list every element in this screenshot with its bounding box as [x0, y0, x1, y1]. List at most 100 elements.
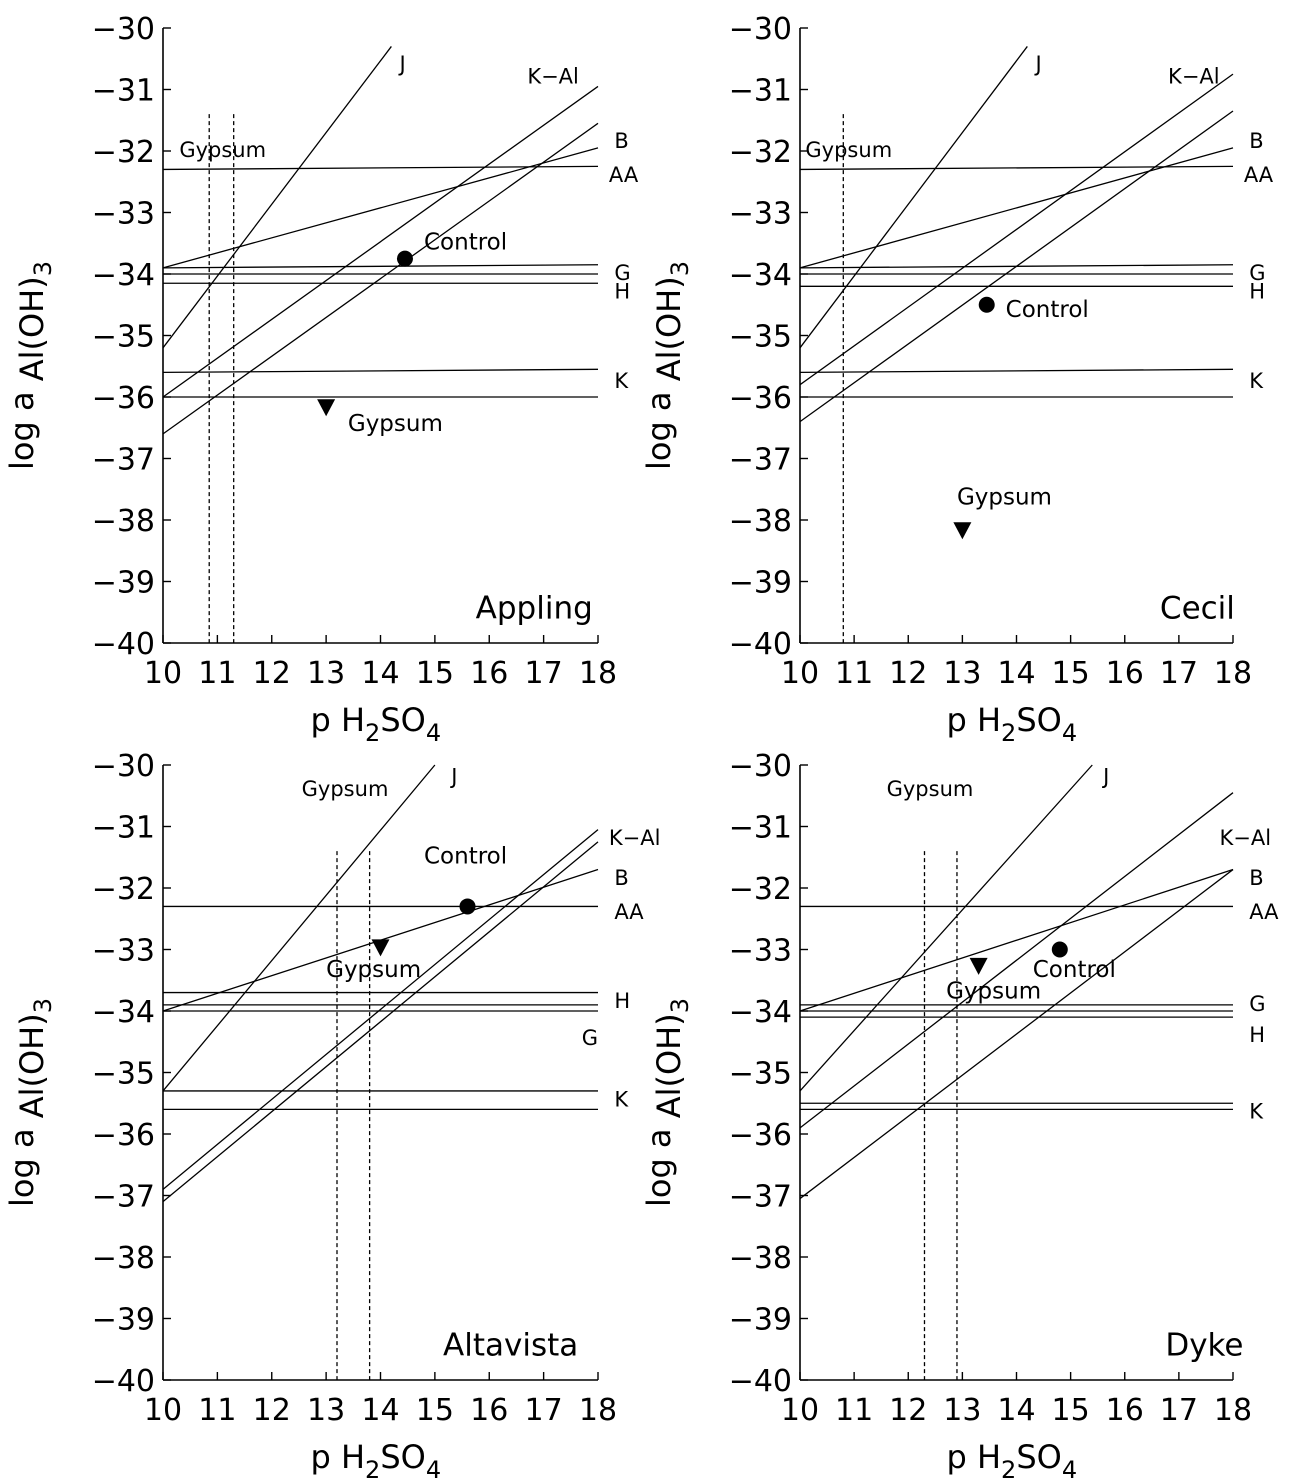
x-axis-title: p H2SO4	[947, 1438, 1078, 1484]
y-tick-label: −37	[92, 1180, 155, 1215]
y-tick-label: −31	[729, 811, 792, 846]
control-point-marker	[1051, 941, 1068, 958]
x-tick-label: 15	[1052, 656, 1090, 691]
series-line	[162, 368, 599, 374]
site-label: Altavista	[443, 1327, 578, 1363]
panel-appling: 10 11 12 13 14 15 16 17 18 −30 −31 −32 −33 −34 −35 −36 −…	[3, 12, 639, 747]
line-label: AA	[614, 900, 644, 924]
line-label: H	[614, 280, 630, 304]
y-tick-label: −32	[92, 872, 155, 907]
x-tick-label: 17	[1160, 1393, 1198, 1428]
x-tick-label: 13	[307, 656, 345, 691]
x-tick-label: 15	[416, 1393, 454, 1428]
line-label: K	[1249, 1100, 1264, 1124]
line-label: K−Al	[527, 64, 579, 88]
x-axis-title-subscript: 2	[1001, 1456, 1016, 1484]
series-line	[799, 165, 1234, 171]
x-tick-label: 13	[943, 656, 981, 691]
x-axis-title-part: p H	[311, 1438, 366, 1476]
y-tick-label: −40	[729, 1364, 792, 1399]
x-tick-label: 16	[470, 656, 508, 691]
series-line	[799, 868, 1234, 1012]
y-tick-label: −34	[729, 995, 792, 1030]
series-line	[162, 165, 599, 171]
y-tick-label: −38	[92, 504, 155, 539]
y-axis-title: log a Al(OH)3	[640, 261, 694, 470]
gypsum-line-label: Gypsum	[302, 777, 389, 801]
line-label: J	[1033, 52, 1041, 76]
y-tick-label: −32	[92, 135, 155, 170]
y-tick-label: −33	[729, 197, 792, 232]
series-line	[799, 869, 1234, 1200]
x-tick-label: 18	[579, 1393, 617, 1428]
series-line	[799, 264, 1234, 269]
y-axis-title-subscript: 3	[666, 998, 694, 1013]
y-axis-title-part: log a	[640, 1118, 678, 1207]
control-point-marker	[396, 250, 413, 267]
x-axis-title-part: SO	[380, 701, 426, 739]
point-label: Control	[1033, 957, 1116, 983]
x-axis-title-part: p H	[311, 701, 366, 739]
gypsum-line-label: Gypsum	[805, 138, 892, 162]
line-label: J	[449, 764, 457, 788]
x-tick-label: 17	[525, 1393, 563, 1428]
series-line	[162, 147, 599, 269]
x-tick-label: 11	[835, 1393, 873, 1428]
x-tick-label: 14	[361, 656, 399, 691]
x-axis-title-subscript: 4	[1062, 719, 1077, 747]
y-axis-title: log a Al(OH)3	[3, 998, 57, 1207]
y-tick-label: −39	[92, 566, 155, 601]
line-label: B	[1249, 129, 1263, 153]
y-tick-label: −35	[729, 1057, 792, 1092]
point-label: Control	[424, 229, 507, 255]
x-axis-title-subscript: 4	[1062, 1456, 1077, 1484]
panel-altavista: 10 11 12 13 14 15 16 17 18 −30 −31 −32 −33 −34 −35 −36 −…	[3, 749, 660, 1484]
gypsum-point-marker	[969, 957, 988, 975]
y-tick-label: −40	[92, 1364, 155, 1399]
line-label: H	[614, 989, 630, 1013]
line-label: H	[1249, 280, 1265, 304]
y-axis-title: log a Al(OH)3	[640, 998, 694, 1207]
y-axis-title-subscript: 3	[29, 998, 57, 1013]
y-tick-label: −34	[92, 995, 155, 1030]
series-line	[799, 764, 1093, 1092]
point-label: Gypsum	[326, 957, 421, 983]
y-tick-label: −39	[729, 566, 792, 601]
series-line	[162, 46, 392, 349]
x-tick-label: 12	[889, 1393, 927, 1428]
y-tick-label: −34	[92, 258, 155, 293]
x-tick-label: 14	[997, 1393, 1035, 1428]
x-axis-title-part: SO	[380, 1438, 426, 1476]
y-tick-label: −39	[92, 1303, 155, 1338]
line-label: G	[1249, 992, 1265, 1016]
y-tick-label: −36	[729, 381, 792, 416]
y-tick-label: −30	[729, 12, 792, 47]
x-tick-label: 16	[1106, 1393, 1144, 1428]
series-line	[799, 792, 1234, 1129]
y-tick-label: −37	[729, 1180, 792, 1215]
line-label: H	[1249, 1023, 1265, 1047]
series-line	[162, 841, 599, 1203]
y-tick-label: −40	[729, 627, 792, 662]
line-label: G	[614, 261, 630, 285]
y-tick-label: −31	[729, 74, 792, 109]
x-axis-title-part: SO	[1016, 701, 1062, 739]
x-axis-title-subscript: 2	[365, 1456, 380, 1484]
line-label: B	[1249, 866, 1263, 890]
y-axis-title-subscript: Al(OH)	[13, 276, 51, 381]
x-tick-label: 15	[1052, 1393, 1090, 1428]
line-label: B	[614, 129, 628, 153]
series-line	[162, 829, 599, 1190]
y-tick-label: −40	[92, 627, 155, 662]
gypsum-line-label: Gypsum	[179, 138, 266, 162]
site-label: Appling	[476, 590, 593, 626]
y-tick-label: −33	[92, 197, 155, 232]
line-label: K	[614, 1087, 629, 1111]
y-axis-title-subscript: 3	[666, 261, 694, 276]
line-label: AA	[1244, 163, 1274, 187]
line-label: B	[614, 866, 628, 890]
y-tick-label: −32	[729, 135, 792, 170]
y-tick-label: −30	[92, 749, 155, 784]
y-axis-title-subscript: Al(OH)	[650, 1013, 688, 1118]
x-tick-label: 17	[525, 656, 563, 691]
